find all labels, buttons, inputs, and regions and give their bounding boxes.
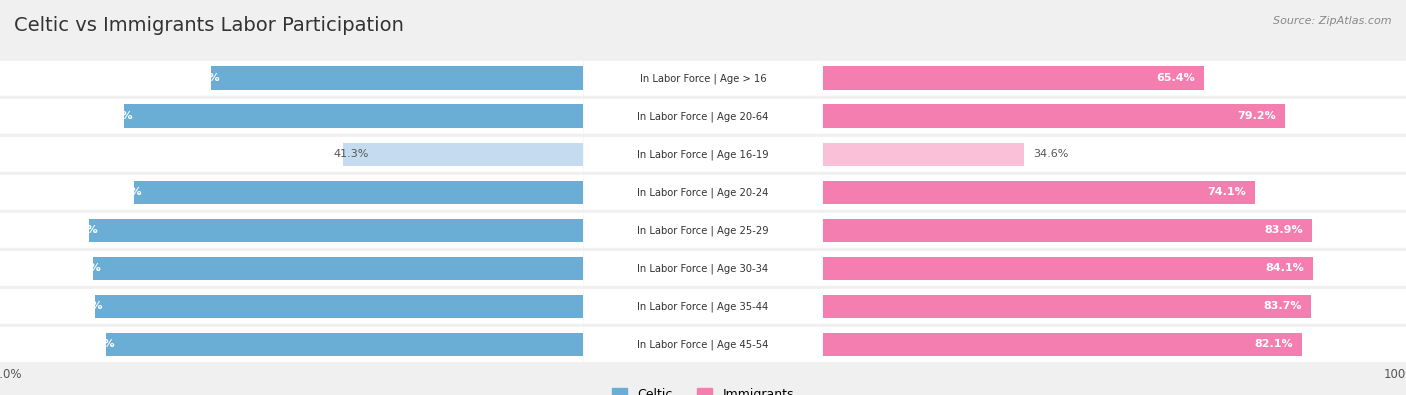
FancyBboxPatch shape xyxy=(583,327,823,362)
Text: In Labor Force | Age 35-44: In Labor Force | Age 35-44 xyxy=(637,301,769,312)
Bar xyxy=(124,105,583,128)
FancyBboxPatch shape xyxy=(823,137,1406,172)
Bar xyxy=(823,181,1256,204)
Text: In Labor Force | Age 30-34: In Labor Force | Age 30-34 xyxy=(637,263,769,274)
FancyBboxPatch shape xyxy=(583,137,823,172)
FancyBboxPatch shape xyxy=(0,137,583,172)
Bar xyxy=(823,66,1204,90)
Text: 41.3%: 41.3% xyxy=(333,149,370,159)
FancyBboxPatch shape xyxy=(823,251,1406,286)
FancyBboxPatch shape xyxy=(583,175,823,210)
Text: 63.8%: 63.8% xyxy=(181,73,219,83)
Bar xyxy=(823,257,1313,280)
FancyBboxPatch shape xyxy=(823,61,1406,96)
Legend: Celtic, Immigrants: Celtic, Immigrants xyxy=(612,388,794,395)
FancyBboxPatch shape xyxy=(0,213,583,248)
Text: Source: ZipAtlas.com: Source: ZipAtlas.com xyxy=(1274,16,1392,26)
FancyBboxPatch shape xyxy=(823,213,1406,248)
Text: In Labor Force | Age 20-24: In Labor Force | Age 20-24 xyxy=(637,187,769,198)
Bar xyxy=(343,143,583,166)
Text: In Labor Force | Age 25-29: In Labor Force | Age 25-29 xyxy=(637,225,769,235)
Bar xyxy=(134,181,583,204)
Text: 83.8%: 83.8% xyxy=(65,301,103,311)
FancyBboxPatch shape xyxy=(823,327,1406,362)
Bar xyxy=(93,257,583,280)
Text: 84.1%: 84.1% xyxy=(1265,263,1305,273)
FancyBboxPatch shape xyxy=(0,99,583,134)
FancyBboxPatch shape xyxy=(583,61,823,96)
Text: 78.7%: 78.7% xyxy=(94,111,134,121)
Text: 84.1%: 84.1% xyxy=(63,263,101,273)
FancyBboxPatch shape xyxy=(0,327,583,362)
FancyBboxPatch shape xyxy=(583,99,823,134)
Bar xyxy=(823,143,1025,166)
Text: 77.1%: 77.1% xyxy=(104,187,142,198)
FancyBboxPatch shape xyxy=(823,99,1406,134)
FancyBboxPatch shape xyxy=(0,251,583,286)
Text: In Labor Force | Age 45-54: In Labor Force | Age 45-54 xyxy=(637,339,769,350)
Text: 83.7%: 83.7% xyxy=(1264,301,1302,311)
FancyBboxPatch shape xyxy=(583,289,823,324)
FancyBboxPatch shape xyxy=(583,213,823,248)
FancyBboxPatch shape xyxy=(0,61,583,96)
FancyBboxPatch shape xyxy=(0,175,583,210)
Bar xyxy=(107,333,583,356)
FancyBboxPatch shape xyxy=(0,289,583,324)
Text: 81.8%: 81.8% xyxy=(76,339,115,350)
Text: 74.1%: 74.1% xyxy=(1208,187,1246,198)
Text: 79.2%: 79.2% xyxy=(1237,111,1275,121)
Bar xyxy=(89,218,583,242)
Text: 82.1%: 82.1% xyxy=(1254,339,1292,350)
Text: 83.9%: 83.9% xyxy=(1264,225,1303,235)
Bar xyxy=(823,295,1310,318)
Bar xyxy=(211,66,583,90)
Text: In Labor Force | Age > 16: In Labor Force | Age > 16 xyxy=(640,73,766,83)
Bar xyxy=(823,218,1312,242)
FancyBboxPatch shape xyxy=(823,175,1406,210)
Text: 84.7%: 84.7% xyxy=(59,225,98,235)
Text: In Labor Force | Age 20-64: In Labor Force | Age 20-64 xyxy=(637,111,769,122)
Bar xyxy=(94,295,583,318)
Text: In Labor Force | Age 16-19: In Labor Force | Age 16-19 xyxy=(637,149,769,160)
Text: 34.6%: 34.6% xyxy=(1033,149,1069,159)
FancyBboxPatch shape xyxy=(583,251,823,286)
Bar xyxy=(823,105,1285,128)
Text: Celtic vs Immigrants Labor Participation: Celtic vs Immigrants Labor Participation xyxy=(14,16,404,35)
Text: 65.4%: 65.4% xyxy=(1157,73,1195,83)
Bar xyxy=(823,333,1302,356)
FancyBboxPatch shape xyxy=(823,289,1406,324)
